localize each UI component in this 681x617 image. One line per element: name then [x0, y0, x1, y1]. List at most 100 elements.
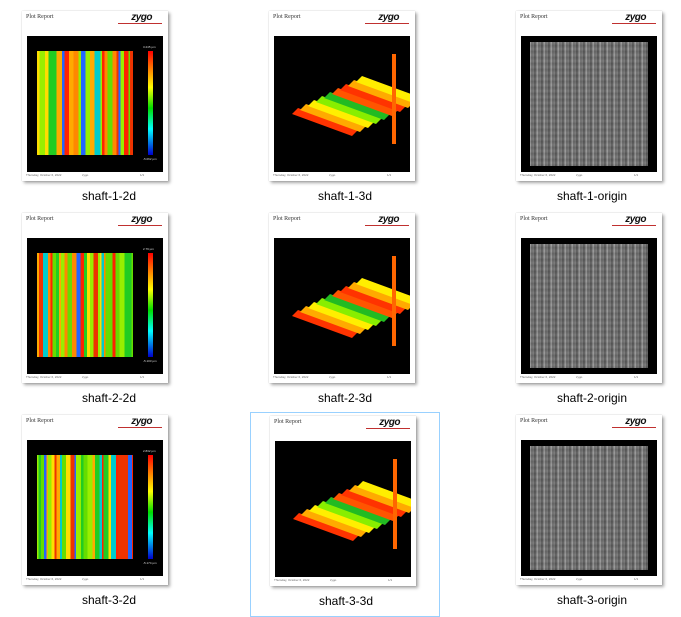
file-item[interactable]: Plot Report zygo Thursday, October 6, 2022… — [497, 210, 681, 415]
zygo-logo: zygo — [625, 416, 646, 427]
surface-height-map — [37, 253, 133, 357]
file-thumbnail: Plot Report zygo 2.79 µm -5.103 µm Thursday,… — [22, 213, 168, 383]
origin-plot-area — [521, 36, 657, 172]
color-scale-max: 2.79 µm — [143, 247, 154, 251]
surface-ridge — [356, 76, 410, 102]
report-title: Plot Report — [26, 216, 54, 222]
color-scale-max: 3.245 µm — [143, 45, 156, 49]
logo-underline — [612, 427, 656, 428]
report-footer-mid: zygo — [82, 173, 89, 177]
file-item[interactable]: Plot Report zygo Thursday, October 6, 2022… — [497, 412, 681, 617]
report-page: 1/1 — [634, 173, 639, 177]
report-page: 1/1 — [387, 375, 392, 379]
report-footer-mid: zygo — [82, 375, 89, 379]
file-item[interactable]: Plot Report zygo 2.832 µm -5.174 µm Thursday… — [16, 412, 206, 617]
zygo-logo: zygo — [378, 214, 399, 225]
report-title: Plot Report — [26, 14, 54, 20]
report-date: Thursday, October 6, 2022 — [520, 577, 556, 581]
report-date: Thursday, October 6, 2022 — [274, 578, 310, 582]
surface-ridge — [340, 84, 406, 112]
surface-ridge — [333, 493, 399, 521]
surface-3d-render — [293, 459, 411, 549]
file-item[interactable]: Plot Report zygo Thursday, October 6, 2022… — [497, 8, 681, 213]
color-scale-max: 2.832 µm — [143, 449, 156, 453]
report-title: Plot Report — [26, 418, 54, 424]
file-name-label[interactable]: shaft-2-origin — [556, 391, 628, 405]
file-thumbnail: Plot Report zygo 3.245 µm -5.062 µm Thursday… — [22, 11, 168, 181]
report-footer-mid: zygo — [330, 578, 337, 582]
zygo-logo: zygo — [131, 12, 152, 23]
color-scale-bar — [148, 51, 153, 155]
file-item[interactable]: Plot Report zygo 3.245 µm -5.062 µm Thursday… — [16, 8, 206, 213]
zygo-logo: zygo — [379, 417, 400, 428]
surface-ridge — [324, 294, 390, 322]
origin-plot-area — [521, 440, 657, 576]
file-name-label[interactable]: shaft-1-2d — [81, 189, 137, 203]
report-page: 1/1 — [140, 577, 145, 581]
surface-ridge — [300, 306, 366, 334]
report-page: 1/1 — [634, 375, 639, 379]
logo-underline — [118, 23, 162, 24]
surface-ridge — [292, 310, 358, 338]
surface-ridge — [356, 278, 410, 304]
2d-plot-area: 2.832 µm -5.174 µm — [27, 440, 163, 576]
surface-ridge — [324, 92, 390, 120]
surface-ridge — [301, 509, 367, 537]
report-title: Plot Report — [273, 216, 301, 222]
report-footer-mid: zygo — [329, 173, 336, 177]
logo-underline — [366, 428, 410, 429]
color-scale-bar — [148, 253, 153, 357]
surface-ridge — [340, 286, 406, 314]
report-title: Plot Report — [520, 418, 548, 424]
report-title: Plot Report — [273, 14, 301, 20]
zygo-logo: zygo — [378, 12, 399, 23]
3d-plot-area — [274, 36, 410, 172]
report-footer-mid: zygo — [329, 375, 336, 379]
report-footer-mid: zygo — [576, 173, 583, 177]
color-scale-bar — [148, 455, 153, 559]
zygo-logo: zygo — [625, 214, 646, 225]
report-footer-mid: zygo — [82, 577, 89, 581]
report-page: 1/1 — [634, 577, 639, 581]
color-scale-min: -5.103 µm — [143, 359, 157, 363]
report-page: 1/1 — [140, 375, 145, 379]
report-page: 1/1 — [387, 173, 392, 177]
surface-ridge — [292, 108, 358, 136]
report-date: Thursday, October 6, 2022 — [520, 173, 556, 177]
file-name-label[interactable]: shaft-3-3d — [318, 594, 374, 608]
report-page: 1/1 — [140, 173, 145, 177]
logo-underline — [365, 225, 409, 226]
3d-plot-area — [274, 238, 410, 374]
file-name-label[interactable]: shaft-2-2d — [81, 391, 137, 405]
report-date: Thursday, October 6, 2022 — [520, 375, 556, 379]
file-name-label[interactable]: shaft-3-origin — [556, 593, 628, 607]
report-footer-mid: zygo — [576, 577, 583, 581]
report-date: Thursday, October 6, 2022 — [273, 173, 309, 177]
color-scale-bar — [392, 256, 396, 346]
report-title: Plot Report — [520, 14, 548, 20]
logo-underline — [612, 225, 656, 226]
file-item[interactable]: Plot Report zygo 2.79 µm -5.103 µm Thursday,… — [16, 210, 206, 415]
surface-3d-render — [292, 256, 410, 346]
file-thumbnail: Plot Report zygo 2.832 µm -5.174 µm Thursday… — [22, 415, 168, 585]
file-name-label[interactable]: shaft-2-3d — [317, 391, 373, 405]
file-thumbnail: Plot Report zygo Thursday, October 6, 2022… — [270, 416, 416, 586]
file-name-label[interactable]: shaft-1-origin — [556, 189, 628, 203]
report-page: 1/1 — [388, 578, 393, 582]
original-grayscale-image — [530, 42, 648, 166]
file-thumbnail: Plot Report zygo Thursday, October 6, 2022… — [269, 213, 415, 383]
surface-height-map — [37, 455, 133, 559]
report-date: Thursday, October 6, 2022 — [26, 577, 62, 581]
zygo-logo: zygo — [625, 12, 646, 23]
file-thumbnail: Plot Report zygo Thursday, October 6, 2022… — [269, 11, 415, 181]
file-item[interactable]: Plot Report zygo Thursday, October 6, 2022… — [250, 210, 440, 415]
surface-ridge — [316, 298, 382, 326]
file-item[interactable]: Plot Report zygo Thursday, October 6, 2022… — [250, 412, 440, 617]
logo-underline — [118, 225, 162, 226]
file-item[interactable]: Plot Report zygo Thursday, October 6, 2022… — [250, 8, 440, 213]
surface-ridge — [309, 505, 375, 533]
color-scale-bar — [392, 54, 396, 144]
file-name-label[interactable]: shaft-3-2d — [81, 593, 137, 607]
report-title: Plot Report — [520, 216, 548, 222]
file-name-label[interactable]: shaft-1-3d — [317, 189, 373, 203]
